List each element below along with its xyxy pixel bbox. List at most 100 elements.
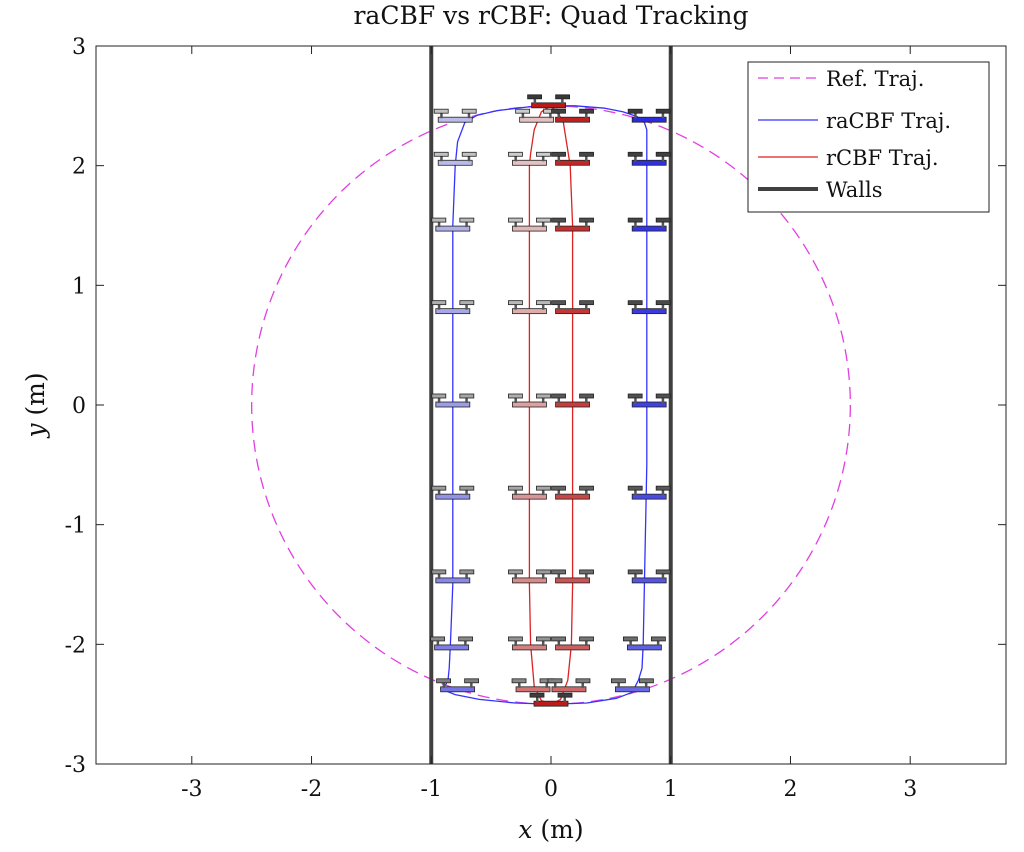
quad-propeller xyxy=(579,300,594,306)
quad-propeller xyxy=(551,485,566,491)
quad-propeller xyxy=(536,217,551,223)
quad-arm xyxy=(585,303,588,310)
quad-marker xyxy=(611,678,654,693)
quad-propeller xyxy=(536,485,551,491)
quad-body xyxy=(512,308,547,315)
quad-propeller xyxy=(511,678,527,684)
quad-arm xyxy=(467,112,471,119)
quad-arm xyxy=(541,397,545,403)
quad-arm xyxy=(514,303,517,310)
quad-arm xyxy=(514,489,517,496)
quad-propeller xyxy=(650,636,666,642)
quad-body xyxy=(437,159,473,166)
quad-arm xyxy=(561,97,564,104)
quad-arm xyxy=(514,639,517,646)
quad-body xyxy=(631,116,667,123)
x-tick-label: 0 xyxy=(544,777,558,802)
quad-arm xyxy=(661,112,665,119)
x-axis-variable: x xyxy=(518,815,532,844)
x-tick-label: 3 xyxy=(903,777,917,802)
quad-marker xyxy=(508,151,551,166)
quad-marker xyxy=(431,569,475,584)
quad-arm xyxy=(467,155,471,162)
quad-arm xyxy=(437,221,441,228)
quad-marker xyxy=(508,393,551,408)
quad-propeller xyxy=(536,151,551,157)
x-tick-label: -2 xyxy=(301,777,322,802)
quad-marker xyxy=(627,108,671,123)
quad-markers-layer xyxy=(430,94,671,707)
quad-propeller xyxy=(431,300,447,306)
quad-arm xyxy=(585,112,588,119)
quad-body xyxy=(551,686,587,693)
quad-arm xyxy=(553,681,557,688)
quad-propeller xyxy=(551,217,566,223)
quad-marker xyxy=(627,569,671,584)
quad-arm xyxy=(557,639,561,646)
quad-body xyxy=(435,225,471,232)
quad-body xyxy=(434,644,470,651)
quad-propeller xyxy=(655,217,671,223)
quad-propeller xyxy=(579,636,594,642)
quad-propeller xyxy=(655,485,671,491)
quad-arm xyxy=(518,681,521,688)
y-axis-label: y (m) xyxy=(21,372,50,438)
quad-propeller xyxy=(529,692,545,698)
quad-arm xyxy=(437,489,441,496)
quad-propeller xyxy=(627,569,643,575)
quad-propeller xyxy=(579,108,594,114)
quad-arm xyxy=(545,681,549,688)
legend-label-walls: Walls xyxy=(826,178,883,202)
y-tick-label: 1 xyxy=(72,274,86,299)
quad-propeller xyxy=(551,108,566,114)
quad-body xyxy=(435,493,471,500)
quad-body xyxy=(531,102,567,109)
quad-arm xyxy=(514,397,517,403)
quad-marker xyxy=(551,393,594,408)
quad-marker xyxy=(547,678,591,693)
quad-arm xyxy=(585,397,588,403)
quad-propeller xyxy=(551,569,566,575)
quad-propeller xyxy=(536,300,551,306)
legend-label-ref: Ref. Traj. xyxy=(826,67,924,91)
quad-propeller xyxy=(431,569,447,575)
quad-propeller xyxy=(430,636,446,642)
quad-marker xyxy=(551,151,594,166)
quad-propeller xyxy=(579,217,594,223)
quad-body xyxy=(631,225,667,232)
quad-arm xyxy=(634,489,637,496)
quad-arm xyxy=(464,639,467,646)
y-tick-label: -3 xyxy=(65,753,86,778)
quad-propeller xyxy=(508,485,523,491)
quad-arm xyxy=(437,303,441,310)
quad-arm xyxy=(557,572,561,579)
quad-arm xyxy=(514,155,517,162)
quad-arm xyxy=(634,397,637,403)
quad-arm xyxy=(585,572,588,579)
quad-propeller xyxy=(655,108,671,114)
quad-propeller xyxy=(547,678,563,684)
quad-body xyxy=(555,225,590,232)
quad-marker xyxy=(551,217,594,232)
quad-arm xyxy=(557,303,561,310)
quad-arm xyxy=(661,489,665,496)
quad-arm xyxy=(465,221,468,228)
quad-body xyxy=(555,401,590,408)
quad-marker xyxy=(551,485,594,500)
quad-arm xyxy=(585,221,588,228)
quad-marker xyxy=(627,300,671,315)
quad-arm xyxy=(436,639,440,646)
quad-marker xyxy=(508,485,551,500)
x-tick-label: -1 xyxy=(421,777,442,802)
quad-propeller xyxy=(431,393,447,399)
quad-arm xyxy=(557,155,561,162)
quad-arm xyxy=(581,681,584,688)
quad-arm xyxy=(549,112,552,119)
quad-body xyxy=(435,577,471,584)
y-tick-label: 3 xyxy=(72,35,86,60)
quad-propeller xyxy=(639,678,654,684)
quad-arm xyxy=(465,572,468,579)
quad-propeller xyxy=(627,485,643,491)
quad-propeller xyxy=(579,569,594,575)
